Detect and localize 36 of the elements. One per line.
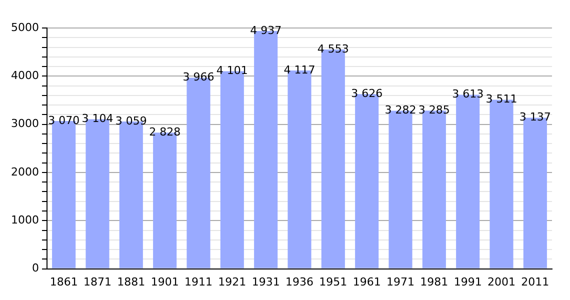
data-label: 4 101 [216, 64, 248, 78]
data-label: 3 285 [418, 103, 450, 116]
data-label: 4 937 [250, 24, 282, 37]
x-tick-label: 1881 [117, 275, 146, 288]
x-tick-label: 2001 [488, 275, 516, 288]
data-label: 3 626 [351, 87, 383, 100]
x-tick-label: 1901 [150, 275, 179, 288]
x-tick-label: 1921 [218, 275, 246, 288]
data-label: 4 117 [284, 63, 316, 76]
y-tick-label: 2000 [10, 165, 39, 178]
x-tick-label: 1861 [50, 275, 78, 288]
x-tick-label: 1971 [386, 275, 414, 288]
y-tick-label: 5000 [10, 20, 39, 34]
data-label: 4 553 [317, 42, 349, 56]
x-tick-label: 1936 [285, 275, 314, 288]
data-label: 3 511 [486, 92, 518, 106]
y-tick-label: 3000 [10, 117, 39, 130]
x-tick-label: 2011 [521, 275, 550, 288]
x-tick-label: 1951 [319, 275, 348, 288]
x-tick-label: 1931 [252, 275, 280, 288]
data-label: 3 059 [115, 114, 147, 128]
data-label: 3 613 [452, 88, 484, 101]
data-label: 3 966 [182, 70, 214, 84]
data-label: 3 104 [82, 112, 114, 126]
x-tick-label: 1981 [420, 275, 448, 288]
data-label: 3 070 [48, 114, 80, 127]
x-tick-label: 1911 [184, 275, 212, 288]
data-label: 3 137 [519, 110, 551, 124]
y-tick-label: 0 [32, 262, 39, 275]
x-tick-label: 1871 [83, 275, 112, 288]
data-label: 2 828 [149, 125, 181, 138]
y-tick-label: 1000 [10, 214, 39, 226]
data-label: 3 282 [384, 104, 416, 117]
x-tick-label: 1961 [352, 275, 381, 288]
x-tick-label: 1991 [454, 275, 482, 288]
y-tick-label: 4000 [10, 69, 39, 82]
